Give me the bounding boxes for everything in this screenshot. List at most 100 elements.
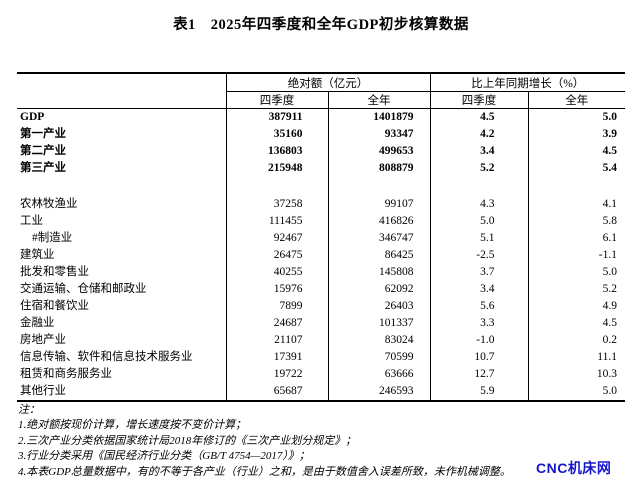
value-q4-growth: 10.7 [430, 349, 529, 366]
header-growth-group: 比上年同期增长（%） [430, 73, 625, 92]
value-q4-absolute: 92467 [226, 230, 329, 247]
value-year-growth: 5.4 [602, 162, 617, 174]
footnote-4: 4.本表GDP总量数据中，有的不等于各产业（行业）之和，是由于数值舍入误差所致，… [18, 465, 511, 478]
row-label: 建筑业 [17, 247, 227, 264]
value-year-absolute: 63666 [328, 366, 431, 383]
row-label: 第二产业 [17, 143, 227, 160]
value-q4-growth: 3.4 [430, 281, 529, 298]
value-year-growth: 5.0 [602, 266, 617, 278]
value-q4-growth: 3.3 [430, 315, 529, 332]
table-row-finance: 金融业 24687 101337 3.3 4.5 [17, 315, 625, 332]
table-row-industry: 工业 111455 416826 5.0 5.8 [17, 213, 625, 230]
value-year-absolute: 808879 [328, 160, 431, 177]
value-year-growth: 0.2 [602, 334, 617, 346]
row-label: #制造业 [17, 230, 227, 247]
spacer-row [17, 177, 625, 196]
value-year-growth: 4.5 [602, 317, 617, 329]
value-q4-absolute: 387911 [226, 108, 329, 126]
value-year-absolute: 346747 [328, 230, 431, 247]
value-q4-absolute: 35160 [226, 126, 329, 143]
value-year-growth: 4.9 [602, 300, 617, 312]
value-year-absolute: 70599 [328, 349, 431, 366]
header-group-row: 绝对额（亿元） 比上年同期增长（%） [17, 73, 625, 109]
value-q4-growth: 5.9 [430, 383, 529, 401]
value-q4-growth: 3.7 [430, 264, 529, 281]
row-label: 租赁和商务服务业 [17, 366, 227, 383]
value-year-absolute: 1401879 [328, 108, 431, 126]
value-q4-absolute: 7899 [226, 298, 329, 315]
table-row-secondary-industry: 第二产业 136803 499653 3.4 4.5 [17, 143, 625, 160]
cnc-watermark: CNC机床网 [536, 460, 612, 476]
value-year-growth: 4.1 [602, 198, 617, 210]
value-q4-growth: 5.6 [430, 298, 529, 315]
value-year-absolute: 86425 [328, 247, 431, 264]
value-q4-absolute: 65687 [226, 383, 329, 401]
row-label: 第一产业 [17, 126, 227, 143]
row-label: 农林牧渔业 [17, 196, 227, 213]
table-row-construction: 建筑业 26475 86425 -2.5 -1.1 [17, 247, 625, 264]
value-q4-growth: 5.0 [430, 213, 529, 230]
value-q4-absolute: 21107 [226, 332, 329, 349]
value-year-growth: 6.1 [602, 232, 617, 244]
header-year-absolute: 全年 [328, 91, 431, 109]
header-corner-cell [17, 73, 227, 109]
footnote-1: 1.绝对额按现价计算，增长速度按不变价计算； [18, 419, 247, 432]
value-year-growth: 11.1 [597, 351, 617, 363]
value-q4-growth: 5.1 [430, 230, 529, 247]
value-q4-growth: 4.5 [430, 108, 529, 126]
header-q4-absolute: 四季度 [226, 91, 329, 109]
value-q4-absolute: 40255 [226, 264, 329, 281]
footnote-3: 3.行业分类采用《国民经济行业分类（GB/T 4754—2017）》； [18, 450, 310, 463]
page-title: 表1 2025年四季度和全年GDP初步核算数据 [173, 17, 469, 33]
value-q4-absolute: 136803 [226, 143, 329, 160]
value-year-growth: 5.2 [602, 283, 617, 295]
footnote-2: 2.三次产业分类依据国家统计局2018年修订的《三次产业划分规定》； [18, 434, 357, 447]
value-q4-growth: 4.2 [430, 126, 529, 143]
value-year-absolute: 499653 [328, 143, 431, 160]
footnote-heading: 注： [18, 404, 40, 416]
value-q4-absolute: 24687 [226, 315, 329, 332]
value-q4-growth: 12.7 [430, 366, 529, 383]
value-year-growth: -1.1 [598, 249, 617, 261]
table-row-real-estate: 房地产业 21107 83024 -1.0 0.2 [17, 332, 625, 349]
value-year-absolute: 246593 [328, 383, 431, 401]
value-year-absolute: 26403 [328, 298, 431, 315]
value-q4-absolute: 111455 [226, 213, 329, 230]
row-label: 住宿和餐饮业 [17, 298, 227, 315]
table-row-gdp: GDP 387911 1401879 4.5 5.0 [17, 108, 625, 126]
value-q4-growth: 5.2 [430, 160, 529, 177]
row-label: 金融业 [17, 315, 227, 332]
value-year-absolute: 93347 [328, 126, 431, 143]
table-row-primary-industry: 第一产业 35160 93347 4.2 3.9 [17, 126, 625, 143]
value-q4-absolute: 26475 [226, 247, 329, 264]
header-year-growth: 全年 [528, 91, 625, 109]
value-year-absolute: 83024 [328, 332, 431, 349]
value-year-absolute: 101337 [328, 315, 431, 332]
table-row-tertiary-industry: 第三产业 215948 808879 5.2 5.4 [17, 160, 625, 177]
value-year-absolute: 62092 [328, 281, 431, 298]
table-row-leasing-business-services: 租赁和商务服务业 19722 63666 12.7 10.3 [17, 366, 625, 383]
table-row-manufacturing: #制造业 92467 346747 5.1 6.1 [17, 230, 625, 247]
table-row-transport-storage-post: 交通运输、仓储和邮政业 15976 62092 3.4 5.2 [17, 281, 625, 298]
value-q4-growth: -1.0 [430, 332, 529, 349]
table-row-hotels-catering: 住宿和餐饮业 7899 26403 5.6 4.9 [17, 298, 625, 315]
value-year-absolute: 99107 [328, 196, 431, 213]
value-year-absolute: 145808 [328, 264, 431, 281]
value-year-growth: 5.0 [602, 385, 617, 397]
value-q4-growth: 3.4 [430, 143, 529, 160]
value-year-growth: 4.5 [602, 145, 617, 157]
row-label: 信息传输、软件和信息技术服务业 [17, 349, 227, 366]
gdp-table: 绝对额（亿元） 比上年同期增长（%） 四季度 全年 四季度 全年 GDP 387… [17, 72, 625, 402]
value-year-growth: 3.9 [602, 128, 617, 140]
header-absolute-group: 绝对额（亿元） [226, 73, 431, 92]
table-row-other-industries: 其他行业 65687 246593 5.9 5.0 [17, 383, 625, 401]
value-q4-absolute: 215948 [226, 160, 329, 177]
table-row-wholesale-retail: 批发和零售业 40255 145808 3.7 5.0 [17, 264, 625, 281]
row-label: 房地产业 [17, 332, 227, 349]
value-q4-absolute: 19722 [226, 366, 329, 383]
row-label: 交通运输、仓储和邮政业 [17, 281, 227, 298]
value-year-absolute: 416826 [328, 213, 431, 230]
header-q4-growth: 四季度 [430, 91, 529, 109]
header-period-row: 四季度 全年 四季度 全年 [17, 91, 625, 109]
table-row-agriculture: 农林牧渔业 37258 99107 4.3 4.1 [17, 196, 625, 213]
